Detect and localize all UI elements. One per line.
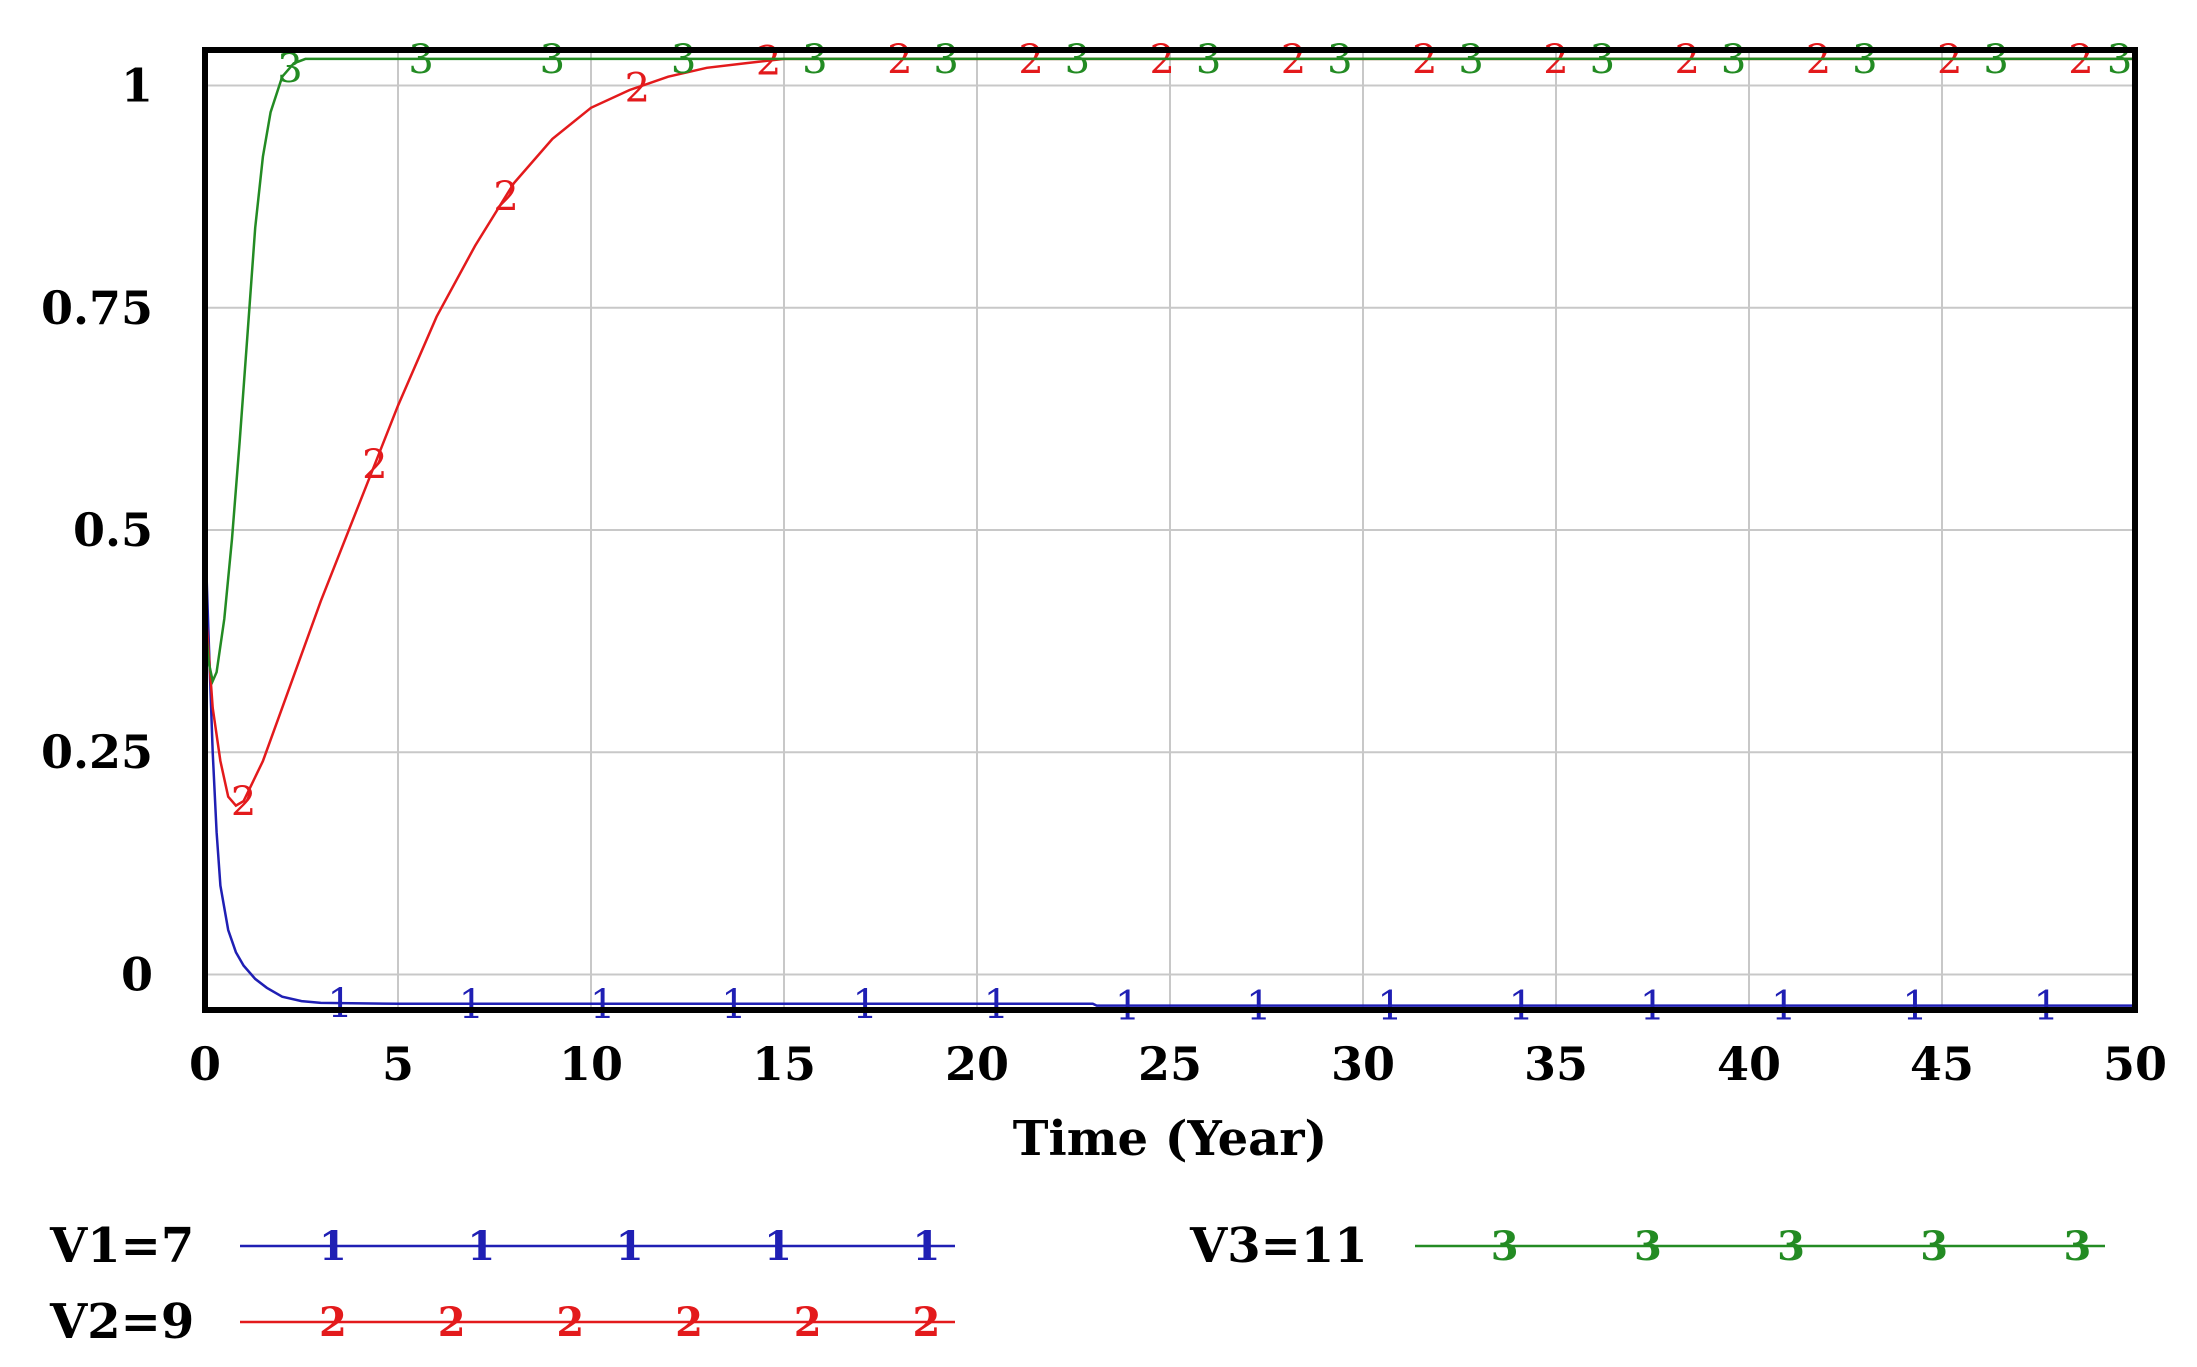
series-marker-2: 2 — [625, 65, 650, 111]
x-axis-ticks: 0 5 10 15 20 25 30 35 40 45 50 — [189, 1037, 2167, 1091]
legend-marker-3: 3 — [1777, 1223, 1805, 1270]
series-line-3 — [203, 57, 2135, 686]
legend-marker-2: 2 — [912, 1299, 940, 1346]
y-tick-label: 0.75 — [41, 281, 153, 335]
y-tick-label: 0.5 — [73, 503, 153, 557]
series-marker-2: 2 — [756, 39, 781, 85]
series-marker-1: 1 — [1246, 984, 1271, 1030]
series-marker-3: 3 — [1852, 37, 1877, 83]
series-marker-3: 3 — [2107, 37, 2132, 83]
y-tick-label: 0.25 — [41, 725, 153, 779]
series-marker-1: 1 — [852, 982, 877, 1028]
series-marker-1: 1 — [1115, 984, 1140, 1030]
series-marker-3: 3 — [277, 46, 302, 92]
series-marker-1: 1 — [984, 982, 1009, 1028]
series-marker-1: 1 — [327, 981, 352, 1027]
series-marker-3: 3 — [1983, 37, 2008, 83]
series-marker-3: 3 — [1458, 37, 1483, 83]
x-tick-label: 45 — [1910, 1037, 1974, 1091]
series-marker-2: 2 — [231, 779, 256, 825]
x-tick-label: 10 — [559, 1037, 623, 1091]
series-marker-3: 3 — [1590, 37, 1615, 83]
series-marker-2: 2 — [493, 174, 518, 220]
x-tick-label: 5 — [382, 1037, 414, 1091]
legend-marker-1: 1 — [764, 1223, 792, 1270]
legend-marker-3: 3 — [1920, 1223, 1948, 1270]
series-marker-1: 1 — [1509, 984, 1534, 1030]
series-marker-1: 1 — [1640, 984, 1665, 1030]
legend-marker-3: 3 — [2063, 1223, 2091, 1270]
series-marker-1: 1 — [590, 982, 615, 1028]
series-marker-1: 1 — [459, 982, 484, 1028]
legend-marker-1: 1 — [912, 1223, 940, 1270]
legend-marker-2: 2 — [319, 1299, 347, 1346]
series-marker-1: 1 — [1771, 984, 1796, 1030]
series-marker-3: 3 — [408, 37, 433, 83]
legend-marker-1: 1 — [319, 1223, 347, 1270]
x-tick-label: 35 — [1524, 1037, 1588, 1091]
y-axis-ticks: 0 0.25 0.5 0.75 1 — [41, 59, 153, 1002]
legend-marker-2: 2 — [675, 1299, 703, 1346]
series-marker-3: 3 — [1065, 37, 1090, 83]
plot-frame — [202, 47, 2138, 1013]
x-tick-label: 15 — [752, 1037, 816, 1091]
series-marker-3: 3 — [1196, 37, 1221, 83]
x-tick-label: 0 — [189, 1037, 221, 1091]
series-marker-1: 1 — [721, 982, 746, 1028]
series-marker-3: 3 — [933, 37, 958, 83]
legend-marker-1: 1 — [616, 1223, 644, 1270]
series-marker-1: 1 — [1377, 984, 1402, 1030]
series-marker-1: 1 — [1902, 984, 1927, 1030]
y-tick-label: 0 — [121, 947, 153, 1001]
legend-label-1: V1=7 — [49, 1218, 194, 1274]
legend-marker-2: 2 — [438, 1299, 466, 1346]
legend-marker-3: 3 — [1491, 1223, 1519, 1270]
legend-marker-3: 3 — [1634, 1223, 1662, 1270]
series-marker-3: 3 — [1721, 37, 1746, 83]
legend-marker-2: 2 — [794, 1299, 822, 1346]
legend-label-3: V3=11 — [1189, 1218, 1368, 1274]
series-marker-3: 3 — [671, 37, 696, 83]
series-marker-1: 1 — [2033, 984, 2058, 1030]
x-tick-label: 25 — [1138, 1037, 1202, 1091]
x-tick-label: 30 — [1331, 1037, 1395, 1091]
x-axis-label: Time (Year) — [1013, 1111, 1327, 1167]
series-marker-3: 3 — [802, 37, 827, 83]
series-line-1 — [203, 529, 2135, 1007]
series-marker-3: 3 — [540, 37, 565, 83]
x-tick-label: 50 — [2103, 1037, 2167, 1091]
x-tick-label: 40 — [1717, 1037, 1781, 1091]
series-marker-2: 2 — [362, 442, 387, 488]
legend-marker-2: 2 — [556, 1299, 584, 1346]
y-tick-label: 1 — [121, 59, 153, 113]
legend: V1=7 1 1 1 1 1 V2=9 2 2 2 2 2 2 V3=11 3 3 3 3 3 — [49, 1218, 2105, 1350]
legend-marker-1: 1 — [467, 1223, 495, 1270]
legend-label-2: V2=9 — [49, 1294, 194, 1350]
x-tick-label: 20 — [945, 1037, 1009, 1091]
series-marker-3: 3 — [1327, 37, 1352, 83]
